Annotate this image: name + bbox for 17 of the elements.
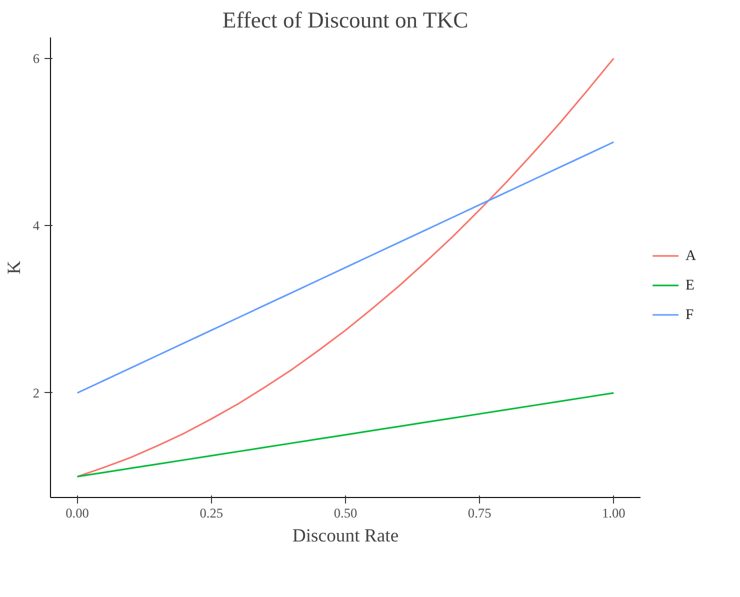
x-tick-label: 1.00	[602, 506, 626, 520]
legend-label: E	[686, 277, 694, 294]
x-tick-label: 0.25	[200, 506, 224, 520]
y-tick-label: 4	[32, 218, 40, 234]
chart-title: Effect of Discount on TKC	[222, 8, 468, 32]
x-tick-label: 0.50	[334, 506, 358, 520]
x-axis-title: Discount Rate	[292, 526, 399, 546]
legend-label: F	[686, 306, 694, 323]
y-tick-label: 2	[32, 385, 40, 400]
x-tick-label: 0.00	[66, 506, 90, 520]
line-series	[76, 141, 614, 394]
legend-label: A	[686, 248, 696, 264]
y-axis-title: K	[4, 260, 25, 274]
line-series	[76, 392, 614, 478]
y-tick-label: 6	[32, 50, 40, 66]
x-tick-label: 0.75	[468, 506, 492, 520]
line-series	[76, 58, 614, 478]
